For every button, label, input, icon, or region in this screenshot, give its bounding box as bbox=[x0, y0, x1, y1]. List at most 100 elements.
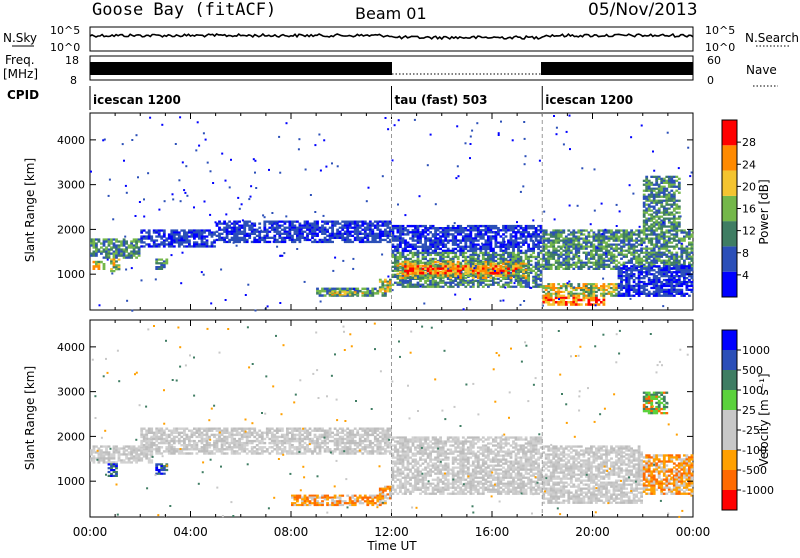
heatmap-cell bbox=[605, 236, 608, 238]
heatmap-cell bbox=[560, 256, 563, 258]
heatmap-cell bbox=[145, 243, 148, 245]
heatmap-cell bbox=[266, 237, 269, 239]
heatmap-cell bbox=[246, 239, 249, 241]
heatmap-cell bbox=[632, 193, 634, 195]
heatmap-cell bbox=[686, 289, 689, 291]
heatmap-cell bbox=[115, 253, 118, 255]
heatmap-cell bbox=[668, 258, 671, 260]
heatmap-cell bbox=[95, 248, 98, 250]
heatmap-cell bbox=[658, 248, 661, 250]
heatmap-cell bbox=[623, 256, 626, 258]
heatmap-cell bbox=[505, 265, 508, 268]
heatmap-cell bbox=[404, 227, 407, 229]
heatmap-cell bbox=[568, 281, 570, 283]
heatmap-cell bbox=[623, 267, 626, 269]
heatmap-cell bbox=[226, 235, 229, 237]
heatmap-cell bbox=[216, 235, 219, 237]
heatmap-cell bbox=[557, 264, 560, 266]
heatmap-cell bbox=[341, 291, 344, 293]
heatmap-cell bbox=[160, 241, 163, 243]
heatmap-cell bbox=[477, 282, 480, 284]
heatmap-cell bbox=[577, 283, 580, 285]
heatmap-cell bbox=[515, 227, 518, 229]
heatmap-cell bbox=[613, 238, 616, 240]
heatmap-cell bbox=[188, 231, 191, 233]
heatmap-cell bbox=[668, 204, 671, 206]
heatmap-cell bbox=[583, 240, 586, 242]
heatmap-cell bbox=[502, 276, 505, 278]
heatmap-cell bbox=[361, 293, 364, 295]
heatmap-cell bbox=[309, 229, 312, 231]
heatmap-cell bbox=[103, 244, 106, 246]
heatmap-cell bbox=[630, 285, 633, 287]
heatmap-cell bbox=[567, 233, 570, 235]
heatmap-cell bbox=[655, 233, 658, 235]
heatmap-cell bbox=[439, 252, 442, 254]
heatmap-cell bbox=[585, 254, 588, 256]
heatmap-cell bbox=[492, 237, 495, 239]
heatmap-cell bbox=[510, 227, 513, 229]
heatmap-cell bbox=[500, 244, 503, 246]
heatmap-cell bbox=[512, 286, 515, 288]
heatmap-cell bbox=[399, 271, 402, 273]
heatmap-cell bbox=[108, 255, 111, 257]
heatmap-cell bbox=[351, 293, 354, 295]
heatmap-cell bbox=[469, 157, 471, 159]
heatmap-cell bbox=[580, 289, 583, 291]
heatmap-cell bbox=[442, 277, 445, 279]
heatmap-cell bbox=[520, 304, 522, 306]
heatmap-cell bbox=[485, 284, 488, 286]
heatmap-cell bbox=[135, 240, 138, 242]
heatmap-cell bbox=[427, 254, 430, 256]
heatmap-cell bbox=[479, 282, 482, 284]
heatmap-cell bbox=[278, 235, 281, 237]
heatmap-cell bbox=[683, 250, 686, 252]
heatmap-cell bbox=[394, 254, 397, 256]
heatmap-cell bbox=[495, 282, 498, 284]
heatmap-cell bbox=[437, 244, 440, 246]
heatmap-cell bbox=[354, 233, 357, 235]
heatmap-cell bbox=[504, 287, 506, 289]
heatmap-cell bbox=[207, 162, 209, 164]
heatmap-cell bbox=[572, 293, 575, 295]
heatmap-cell bbox=[643, 238, 646, 240]
heatmap-cell bbox=[598, 233, 601, 235]
heatmap-cell bbox=[633, 291, 636, 293]
heatmap-cell bbox=[319, 227, 322, 229]
heatmap-cell bbox=[135, 238, 138, 240]
heatmap-cell bbox=[256, 235, 259, 237]
heatmap-cell bbox=[675, 246, 678, 248]
heatmap-cell bbox=[246, 223, 249, 225]
heatmap-cell bbox=[510, 263, 513, 265]
heatmap-cell bbox=[263, 235, 266, 237]
heatmap-cell bbox=[595, 264, 598, 266]
heatmap-cell bbox=[658, 188, 661, 190]
heatmap-cell bbox=[603, 301, 606, 304]
heatmap-cell bbox=[432, 244, 435, 246]
heatmap-cell bbox=[474, 254, 477, 256]
heatmap-cell bbox=[517, 250, 520, 252]
heatmap-cell bbox=[557, 289, 560, 291]
heatmap-cell bbox=[186, 233, 189, 235]
heatmap-cell bbox=[452, 239, 455, 241]
heatmap-cell bbox=[256, 231, 259, 233]
heatmap-cell bbox=[384, 235, 387, 237]
heatmap-cell bbox=[479, 250, 482, 252]
heatmap-cell bbox=[223, 237, 226, 239]
heatmap-cell bbox=[464, 248, 467, 250]
heatmap-cell bbox=[427, 268, 430, 271]
heatmap-cell bbox=[90, 240, 93, 242]
heatmap-cell bbox=[590, 254, 593, 256]
heatmap-cell bbox=[464, 246, 467, 248]
heatmap-cell bbox=[555, 236, 558, 238]
heatmap-cell bbox=[630, 244, 633, 246]
heatmap-cell bbox=[660, 275, 663, 277]
heatmap-cell bbox=[547, 268, 550, 270]
heatmap-cell bbox=[120, 251, 123, 253]
heatmap-cell bbox=[409, 231, 412, 233]
heatmap-cell bbox=[527, 269, 530, 271]
heatmap-cell bbox=[648, 258, 651, 260]
heatmap-cell bbox=[633, 266, 636, 268]
heatmap-cell bbox=[314, 221, 317, 223]
heatmap-cell bbox=[588, 240, 591, 242]
